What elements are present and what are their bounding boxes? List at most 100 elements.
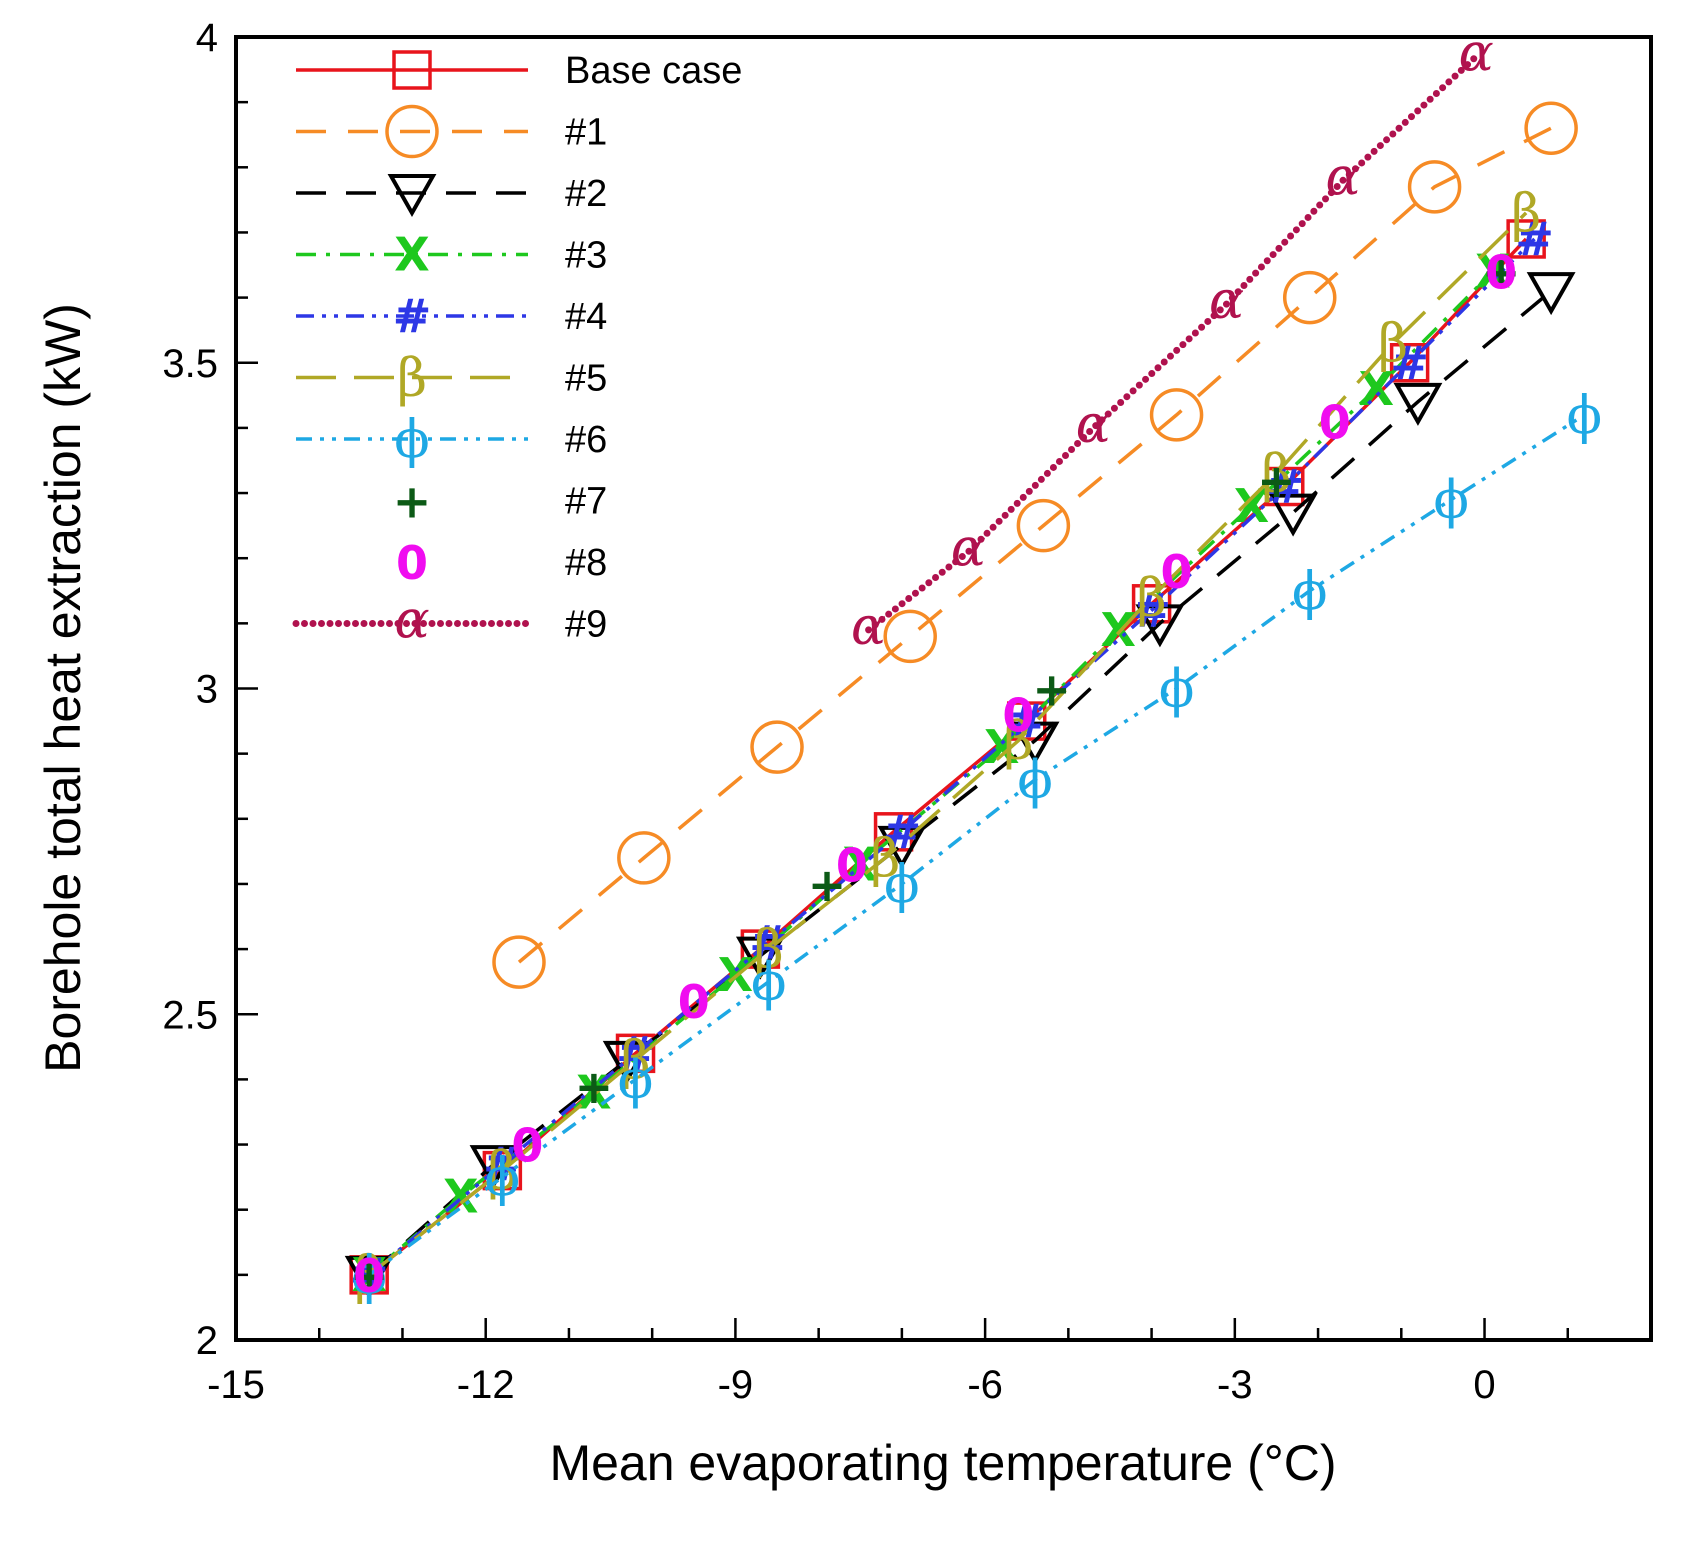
data-point: + [393,475,432,529]
data-point [1524,101,1578,155]
x-tick-label: -9 [718,1363,754,1407]
legend-label: #1 [565,112,607,154]
y-tick-label: 3.5 [162,342,218,386]
legend-entry: #2 [296,173,607,218]
data-point: β [870,829,900,889]
data-point: ϕ [1159,660,1194,720]
y-tick-label: 2.5 [162,993,218,1037]
data-point: 0 [511,1119,543,1173]
series-5: β β β β β β β β β β [354,184,1541,1306]
data-point [1010,721,1060,765]
legend: Base case #1 #2 X #3 # #4 β #5 ϕ #6 + #7 0 #8 α #9 [292,50,742,651]
data-point: 0 [1319,395,1351,449]
data-point: ϕ [485,1148,520,1208]
data-point: ϕ [618,1050,653,1110]
data-point: β [1261,445,1291,505]
data-point: # [1007,694,1046,748]
x-tick-label: 0 [1473,1363,1495,1407]
series-line [517,126,1552,964]
legend-label: #5 [565,358,607,400]
series-0 [349,219,1546,1295]
data-point: ϕ [884,855,919,915]
data-point: X [394,228,429,282]
data-point [469,1145,519,1189]
data-point: ϕ [1292,562,1327,622]
y-tick-label: 2 [196,1319,218,1363]
legend-entry: α #9 [292,591,607,651]
legend-label: Base case [565,50,742,92]
data-point [1526,272,1576,316]
data-point: X [1475,245,1510,299]
data-point [602,1040,652,1084]
legend-label: #6 [565,419,607,461]
data-point: 0 [836,838,868,892]
legend-entry: + #7 [393,475,608,529]
data-point [1393,382,1443,426]
data-point: α [1459,24,1494,84]
legend-entry: #1 [296,104,607,159]
data-point: 0 [1161,545,1193,599]
series-4: ########## [350,212,1554,1302]
data-point: # [1515,212,1554,266]
data-point [344,1255,394,1299]
data-point: X [1101,603,1136,657]
data-point: X [1359,362,1394,416]
data-point: 0 [396,536,428,590]
x-tick-label: -6 [967,1363,1003,1407]
series-line [368,237,1528,1277]
data-point: + [1257,454,1296,508]
data-point [385,104,439,159]
y-tick-label: 3 [196,668,218,712]
data-point: α [1325,147,1360,207]
series-line [368,211,1528,1277]
data-point [1131,584,1172,624]
legend-label: #9 [565,604,607,646]
data-point [392,50,432,90]
data-point: + [808,858,847,912]
data-point: α [1209,271,1244,331]
data-point: β [487,1142,517,1202]
data-point [740,929,781,969]
series-9: α α α α α α [851,24,1494,657]
data-point: 0 [353,1249,385,1303]
data-point: # [393,289,432,343]
y-tick-label: 4 [196,16,218,60]
data-point: α [1076,395,1111,455]
series-line [368,289,1553,1277]
data-point: ϕ [351,1246,386,1306]
data-point: # [350,1248,389,1302]
data-point [1506,219,1546,259]
axis-ticks: -15 -12 -9 -6 -3 0 2 2.5 3 3.5 4 [162,16,1653,1407]
data-point [883,609,937,664]
legend-label: #4 [565,296,607,338]
series-7: + + + + + + [350,246,1521,1303]
x-axis-title: Mean evaporating temperature (°C) [549,1435,1336,1491]
x-tick-label: -15 [207,1363,265,1407]
data-point: β [354,1246,384,1306]
legend-label: #3 [565,235,607,277]
data-point: 0 [1485,246,1517,300]
data-point [1016,498,1071,553]
legend-label: #2 [565,173,607,215]
data-point: β [1511,184,1541,244]
data-point [1282,270,1337,325]
data-point [1149,388,1204,442]
data-point: # [1390,336,1429,390]
data-point [617,831,671,885]
data-point: ϕ [1017,751,1052,811]
data-point: α [851,597,886,657]
data-point [735,936,785,980]
data-point [387,174,437,218]
legend-label: #8 [565,542,607,584]
series-2 [344,272,1576,1299]
data-point: 0 [678,975,710,1029]
data-point: β [397,349,427,409]
data-point [877,825,927,869]
data-point: + [575,1060,614,1114]
data-point: β [1003,712,1033,772]
data-point [1265,466,1305,507]
data-point: β [1378,314,1408,374]
x-tick-label: -12 [457,1363,515,1407]
data-point: 0 [1002,689,1034,743]
